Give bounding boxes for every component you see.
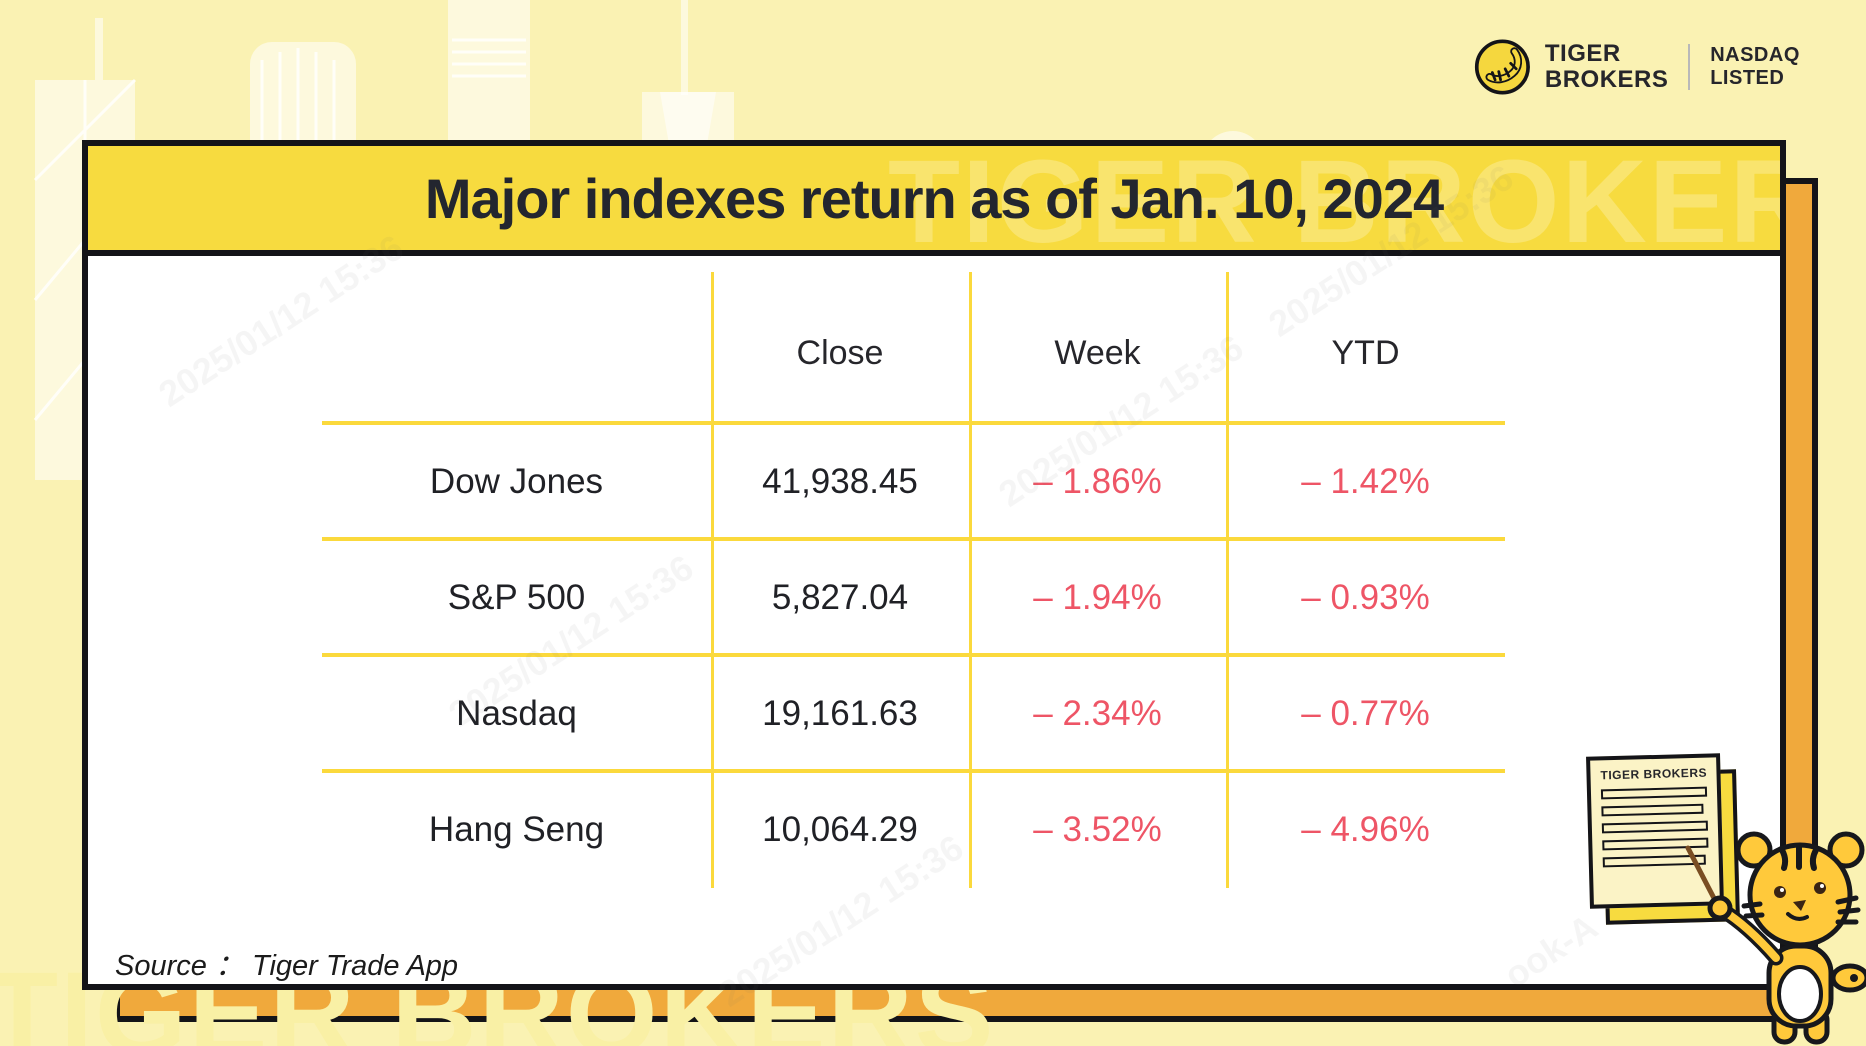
brand-name-line1: TIGER [1544,40,1621,68]
table-gridline [322,537,1505,541]
report-text-bar [1600,786,1708,800]
table-row: Nasdaq 19,161.63 – 2.34% – 0.77% [322,684,1505,744]
source-note: Source ： Tiger Trade App [115,950,459,982]
brand-divider [1688,44,1691,90]
table-gridline [711,272,714,888]
index-name: Nasdaq [456,694,577,733]
table-gridline [322,653,1505,657]
table-row: S&P 500 5,827.04 – 1.94% – 0.93% [322,568,1505,628]
close-value: 41,938.45 [762,462,918,501]
ytd-change: – 1.42% [1301,462,1430,501]
pointer-stick [1685,845,1721,909]
week-change: – 1.94% [1033,578,1162,617]
tiger-mascot [1685,831,1866,1045]
column-header-close: Close [796,333,884,372]
report-title: TIGER BROKERS [1600,765,1708,783]
column-header-ytd: YTD [1331,333,1400,372]
nasdaq-listed-label: NASDAQ LISTED [1710,44,1800,89]
brand-lockup: TIGER BROKERS NASDAQ LISTED [1474,36,1866,98]
close-value: 10,064.29 [762,810,918,849]
card-header: TIGER BROKERS Major indexes return as of… [88,146,1780,256]
index-returns-card: TIGER BROKERS Major indexes return as of… [82,140,1786,990]
close-value: 5,827.04 [771,578,909,617]
table-row: Dow Jones 41,938.45 – 1.86% – 1.42% [322,452,1505,512]
card-title: Major indexes return as of Jan. 10, 2024 [424,166,1444,230]
week-change: – 2.34% [1033,694,1162,733]
week-change: – 3.52% [1033,810,1162,849]
week-change: – 1.86% [1033,462,1162,501]
table-header-row: Close Week YTD [322,323,1505,383]
table-gridline [969,272,972,888]
tiger-brokers-logo-icon [1474,39,1530,95]
index-name: Hang Seng [428,810,605,849]
column-header-week: Week [1054,333,1141,372]
tiger-brokers-watermark: TIGER BROKERS [888,146,1780,256]
table-row: Hang Seng 10,064.29 – 3.52% – 4.96% [322,800,1505,860]
table-gridline [1226,272,1229,888]
table-gridline [322,769,1505,773]
report-text-bar [1601,803,1704,817]
brand-name: TIGER BROKERS [1545,41,1669,93]
index-name: Dow Jones [429,462,604,501]
ytd-change: – 4.96% [1301,810,1430,849]
close-value: 19,161.63 [762,694,918,733]
index-name: S&P 500 [447,578,586,617]
ytd-change: – 0.93% [1301,578,1430,617]
brand-name-line2: BROKERS [1544,66,1669,93]
ytd-change: – 0.77% [1301,694,1430,733]
table-gridline [322,421,1505,425]
